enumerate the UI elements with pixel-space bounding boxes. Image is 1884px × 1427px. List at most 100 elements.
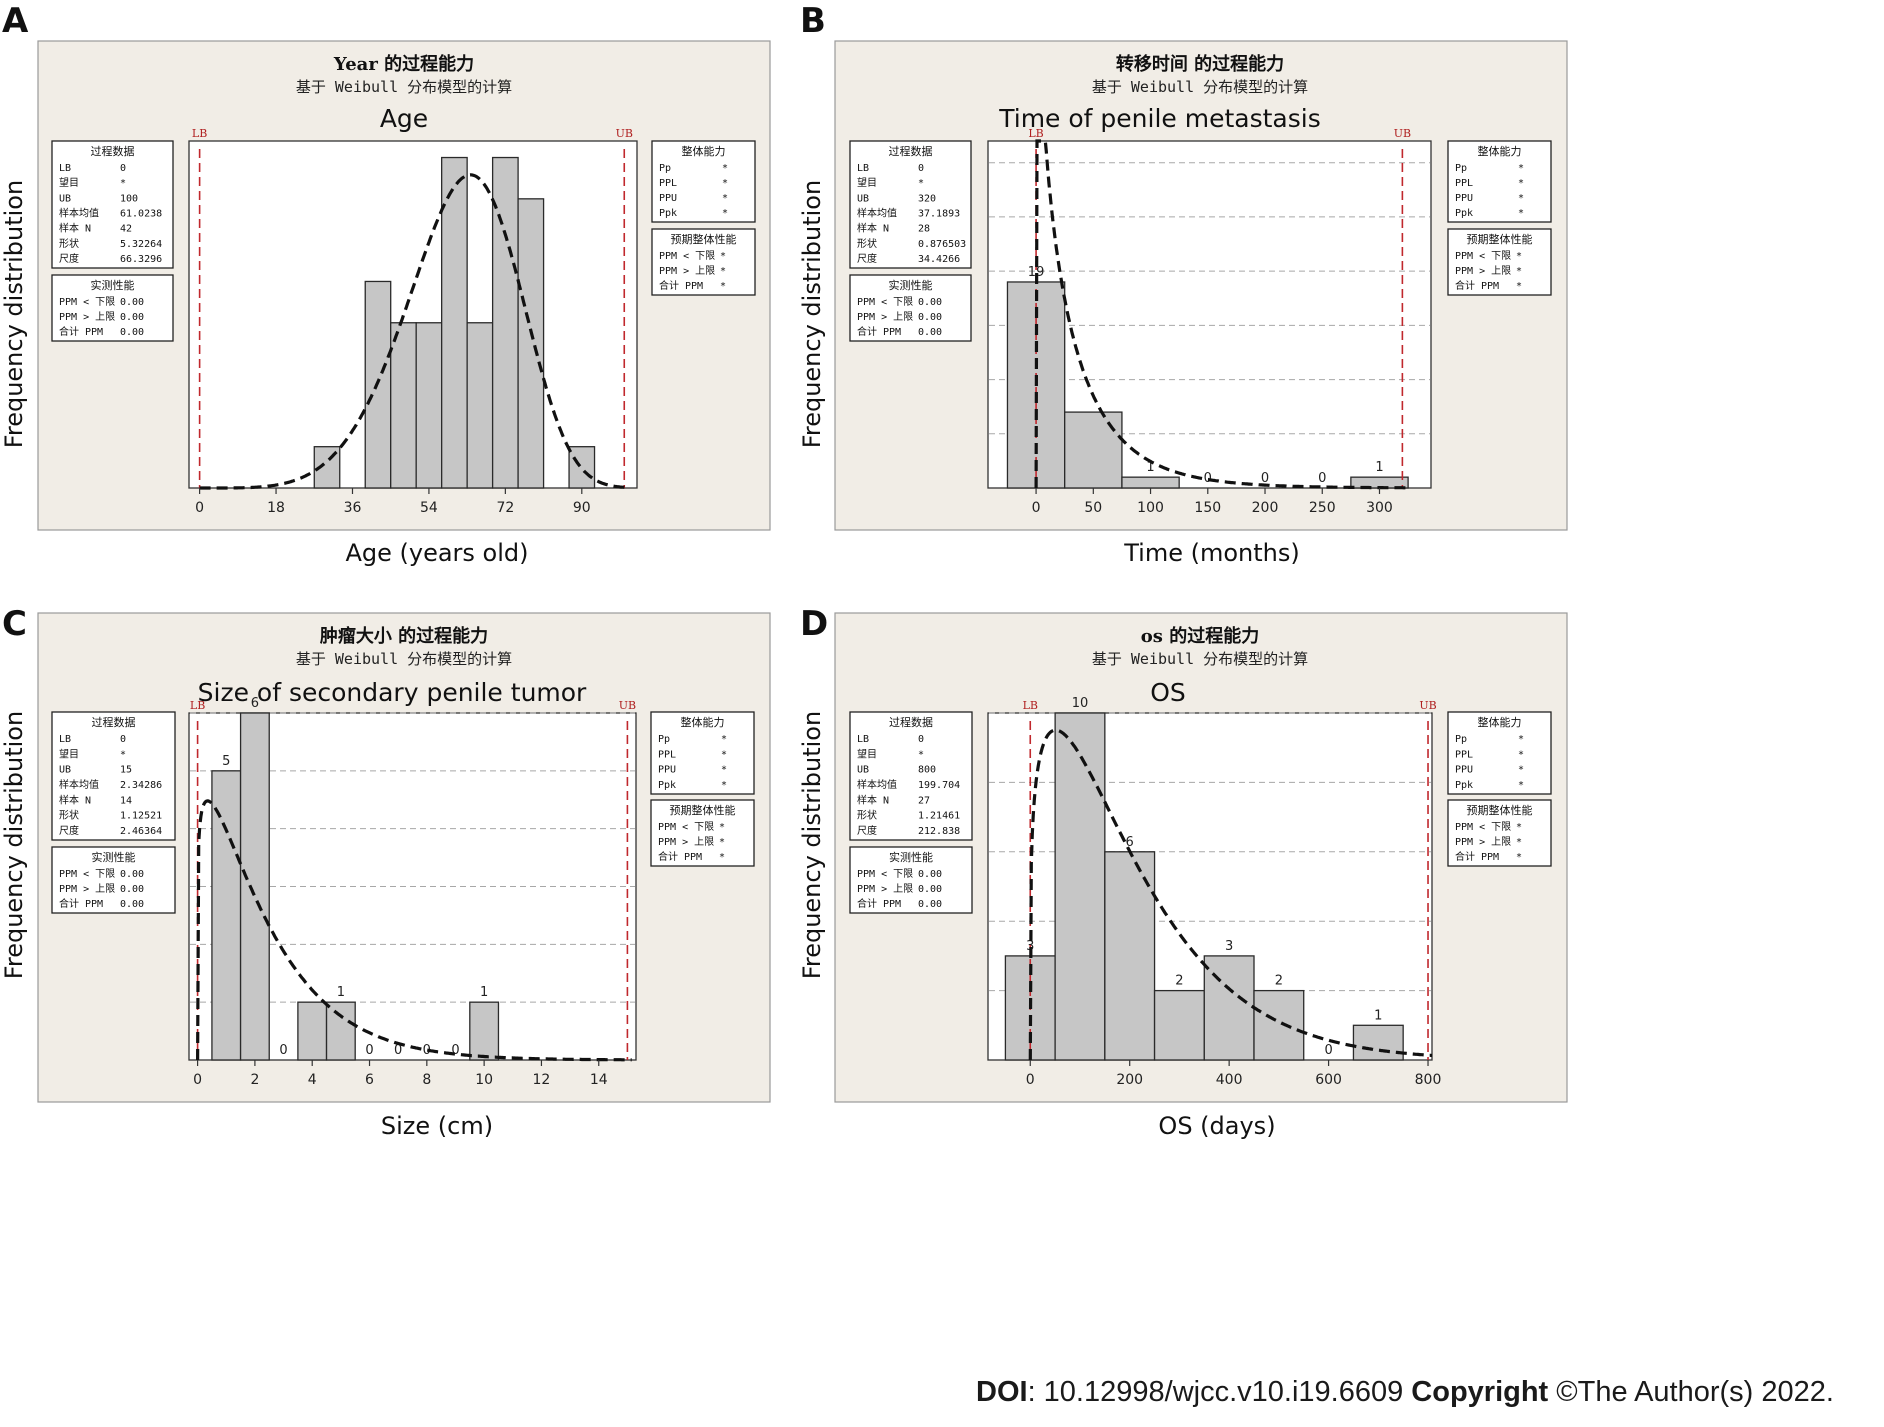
process-data-box-row-value: 0 — [120, 163, 126, 174]
overall-capability-box-row-label: Ppk — [1455, 208, 1473, 219]
process-data-box-row-label: LB — [59, 734, 71, 745]
expected-performance-box-row-label: PPM > 上限 — [1455, 836, 1511, 848]
process-data-box-row-label: 样本 N — [857, 793, 889, 806]
overall-capability-box-row-value: * — [722, 163, 728, 174]
x-tick-label: 150 — [1194, 500, 1221, 516]
bar-value-label: 0 — [279, 1043, 287, 1058]
process-data-box — [51, 140, 174, 269]
histogram-bar — [1064, 411, 1123, 489]
minitab-title: 肿瘤大小 的过程能力 — [320, 625, 488, 647]
x-axis-label: Time (months) — [1123, 539, 1300, 567]
overall-capability-box-row-label: PPU — [1455, 193, 1473, 204]
overall-capability-box-title: 整体能力 — [681, 715, 725, 729]
observed-performance-box-row-value: 0.00 — [120, 884, 144, 895]
overall-capability-box-row-value: * — [721, 780, 727, 791]
process-data-box-row-label: LB — [59, 163, 71, 174]
overall-capability-box-row-label: Pp — [1455, 163, 1467, 174]
process-data-box-title: 过程数据 — [91, 144, 135, 158]
bar-value-label: 0 — [1318, 471, 1326, 486]
bar-value-label: 3 — [1225, 939, 1233, 954]
bar-value-label: 1 — [1374, 1008, 1382, 1023]
x-tick-label: 0 — [193, 1072, 202, 1088]
overall-capability-box-row-label: PPL — [1455, 749, 1473, 760]
x-tick-label: 200 — [1116, 1072, 1143, 1088]
histogram-bar — [1054, 712, 1106, 1061]
chart-title: Time of penile metastasis — [998, 104, 1320, 133]
bar-value-label: 0 — [423, 1043, 431, 1058]
observed-performance-box-row-value: 0.00 — [120, 327, 144, 338]
process-data-box-row-value: 66.3296 — [120, 254, 162, 265]
x-tick-label: 600 — [1315, 1072, 1342, 1088]
expected-performance-box-row-label: PPM < 下限 — [659, 250, 715, 262]
expected-performance-box-row-value: * — [1516, 281, 1522, 292]
expected-performance-box-row-label: PPM < 下限 — [1455, 821, 1511, 833]
observed-performance-box-row-label: 合计 PPM — [857, 325, 901, 338]
histogram-bar — [415, 322, 443, 489]
overall-capability-box-row-label: PPL — [658, 749, 676, 760]
chart-title: OS — [1150, 678, 1186, 707]
expected-performance-box-row-value: * — [1516, 852, 1522, 863]
process-data-box-row-value: * — [918, 178, 924, 189]
expected-performance-box-row-value: * — [720, 266, 726, 277]
observed-performance-box-row-label: PPM > 上限 — [59, 883, 115, 895]
overall-capability-box-row-value: * — [1518, 193, 1524, 204]
process-data-box-row-value: 100 — [120, 193, 138, 204]
x-tick-label: 400 — [1216, 1072, 1243, 1088]
overall-capability-box-row-label: Pp — [1455, 734, 1467, 745]
x-tick-label: 6 — [365, 1072, 374, 1088]
bar-value-label: 1 — [1375, 460, 1383, 475]
process-data-box-title: 过程数据 — [92, 715, 136, 729]
doi-footer: DOI: 10.12998/wjcc.v10.i19.6609 Copyrigh… — [976, 1376, 1834, 1409]
lb-limit-label: LB — [192, 127, 207, 140]
observed-performance-box-row-value: 0.00 — [918, 899, 942, 910]
overall-capability-box-row-label: PPU — [659, 193, 677, 204]
lb-limit-label: LB — [1023, 699, 1038, 712]
observed-performance-box-row-value: 0.00 — [120, 312, 144, 323]
panel-letter: D — [800, 604, 828, 644]
x-tick-label: 300 — [1366, 500, 1393, 516]
process-data-box-row-value: 199.704 — [918, 780, 960, 791]
observed-performance-box — [51, 274, 174, 342]
histogram-bar — [211, 770, 242, 1061]
process-data-box-row-value: 28 — [918, 224, 930, 235]
histogram-bar — [517, 198, 545, 489]
process-data-box-row-label: 形状 — [857, 809, 877, 822]
expected-performance-box-row-label: 合计 PPM — [658, 850, 702, 863]
process-data-box-row-value: 320 — [918, 193, 936, 204]
process-data-box — [849, 711, 973, 841]
overall-capability-box-row-value: * — [1518, 163, 1524, 174]
observed-performance-box-row-label: PPM < 下限 — [857, 868, 913, 880]
observed-performance-box-row-label: PPM > 上限 — [59, 311, 115, 323]
observed-performance-box-row-value: 0.00 — [918, 327, 942, 338]
bar-value-label: 0 — [1261, 471, 1269, 486]
weibull-fit-curve — [1034, 139, 1406, 490]
observed-performance-box-row-label: 合计 PPM — [857, 897, 901, 910]
x-tick-label: 54 — [420, 500, 438, 516]
expected-performance-box — [650, 799, 755, 867]
x-tick-label: 200 — [1252, 500, 1279, 516]
weibull-fit-curve — [196, 799, 632, 1062]
observed-performance-box-row-label: PPM < 下限 — [59, 868, 115, 880]
histogram-bar — [441, 156, 468, 489]
overall-capability-box — [1447, 711, 1552, 795]
process-data-box-row-label: 样本均值 — [59, 207, 99, 220]
process-data-box-title: 过程数据 — [889, 144, 933, 158]
chart-title: Age — [380, 104, 428, 133]
histogram-bar — [1352, 1024, 1404, 1061]
process-data-box-row-value: 5.32264 — [120, 239, 162, 250]
y-axis-label: Frequency distribution — [0, 711, 28, 979]
process-data-box-row-label: 形状 — [857, 237, 877, 250]
observed-performance-box-row-value: 0.00 — [918, 297, 942, 308]
process-data-box-row-label: 望目 — [59, 747, 79, 760]
lb-limit-label: LB — [1028, 127, 1043, 140]
process-data-box-row-value: 0 — [918, 163, 924, 174]
minitab-subtitle: 基于 Weibull 分布模型的计算 — [296, 78, 512, 96]
process-data-box-row-label: 样本均值 — [857, 207, 897, 220]
process-data-box-row-value: 15 — [120, 765, 132, 776]
overall-capability-box-row-label: PPL — [1455, 178, 1473, 189]
process-data-box-row-value: 27 — [918, 795, 930, 806]
copyright-text: ©The Author(s) 2022. — [1548, 1376, 1834, 1408]
overall-capability-box-row-label: Ppk — [1455, 780, 1473, 791]
